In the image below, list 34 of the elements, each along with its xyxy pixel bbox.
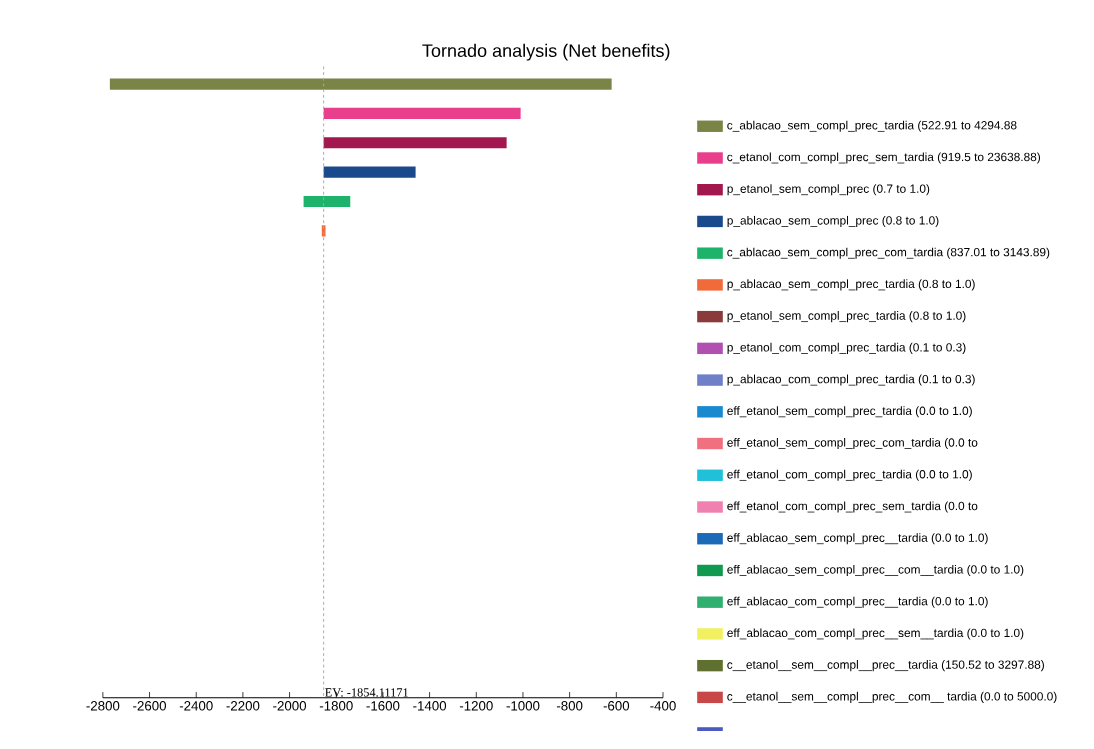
legend-label: eff_ablacao_sem_compl_prec__com__tardia (0.0 to 1.0) xyxy=(727,564,1024,576)
x-tick-label: -2200 xyxy=(226,701,260,711)
x-tick-label: -1200 xyxy=(459,701,493,711)
legend-label: c_ablacao_sem_compl_prec_com_tardia (837.01 to 3143.89) xyxy=(727,247,1050,259)
x-tick-label: -1800 xyxy=(319,701,353,711)
legend-label: p_ablacao_com_compl_prec_tardia (0.1 to 0.3) xyxy=(727,374,975,386)
legend-label: c__etanol__sem__compl__prec__tardia (150.52 to 3297.88) xyxy=(727,660,1044,672)
x-tick-label: -2000 xyxy=(273,701,307,711)
legend-label: eff_etanol_sem_compl_prec_com_tardia (0.0 to xyxy=(727,437,978,450)
x-tick-label: -600 xyxy=(603,701,630,711)
legend-label: c_etanol_com_compl_prec_sem_tardia (919.5 to 23638.88) xyxy=(727,152,1041,164)
legend-label: eff_ablacao_com_compl_prec__tardia (0.0 to 1.0) xyxy=(727,596,988,608)
x-tick-label: -1000 xyxy=(506,701,540,711)
x-tick-label: -2600 xyxy=(133,701,167,711)
legend-label: p_etanol_com_compl_prec_tardia (0.1 to 0.3) xyxy=(727,342,966,354)
legend-label: eff_ablacao_com_compl_prec__sem__tardia (0.0 to 1.0) xyxy=(727,628,1024,640)
legend-label: eff_etanol_com_compl_prec_tardia (0.0 to 1.0) xyxy=(727,469,972,481)
legend-label: eff_ablacao_sem_compl_prec__tardia (0.0 to 1.0) xyxy=(727,533,988,545)
chart-title: Tornado analysis (Net benefits) xyxy=(422,43,670,61)
x-tick-label: -1600 xyxy=(366,701,400,711)
x-tick-label: -2800 xyxy=(86,701,120,711)
legend-label: p_ablacao_sem_compl_prec_tardia (0.8 to 1.0) xyxy=(727,279,975,291)
legend-label: eff_etanol_sem_compl_prec_tardia (0.0 to 1.0) xyxy=(727,406,972,418)
x-tick-label: -400 xyxy=(650,701,676,711)
x-tick-label: -2400 xyxy=(179,701,213,711)
legend-label: p_ablacao_sem_compl_prec (0.8 to 1.0) xyxy=(727,215,939,227)
x-tick-label: -800 xyxy=(556,701,583,711)
ref-line-label: EV: -1854.11171 xyxy=(325,688,408,697)
legend-label: eff_etanol_com_compl_prec_sem_tardia (0.0 to xyxy=(727,501,978,513)
legend-label: p_etanol_sem_compl_prec_tardia (0.8 to 1.0) xyxy=(727,311,966,323)
legend-label: c_ablacao_sem_compl_prec_tardia (522.91 to 4294.88 xyxy=(727,120,1017,132)
legend-label: c__etanol__sem__compl__prec__com__ tardia (0.0 to 5000.0) xyxy=(727,691,1057,703)
x-tick-label: -1400 xyxy=(413,701,447,711)
legend-label: p_etanol_sem_compl_prec (0.7 to 1.0) xyxy=(727,184,930,196)
